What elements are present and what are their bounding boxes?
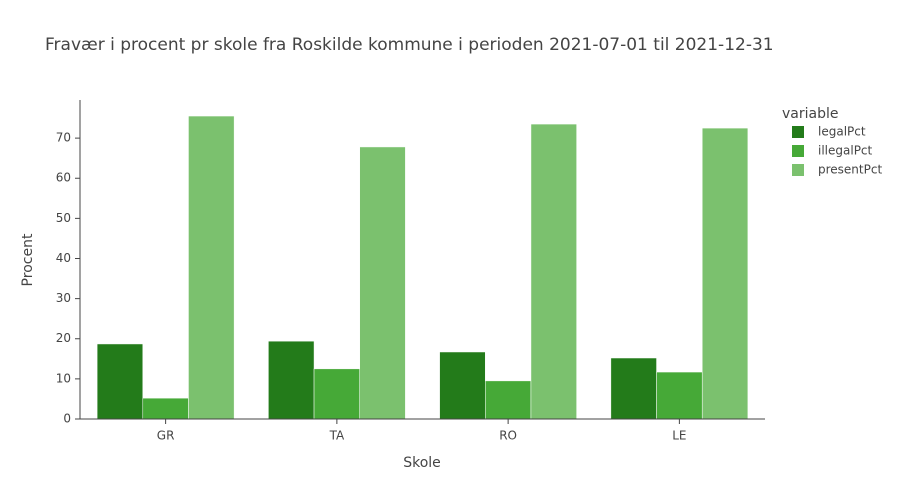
chart-title: Fravær i procent pr skole fra Roskilde k… [45,35,774,55]
bar [188,115,235,420]
bar [530,123,577,420]
bar [268,340,315,420]
x-tick-label: RO [499,429,517,443]
y-tick-label: 70 [56,131,71,145]
bar [656,371,703,420]
x-axis-title: Skole [403,455,441,471]
y-tick-label: 10 [56,371,71,385]
legend-swatch [792,126,804,138]
y-tick-label: 20 [56,331,71,345]
y-tick-label: 30 [56,291,71,305]
x-tick-label: LE [672,429,686,443]
legend-title: variable [782,106,838,122]
bar [96,343,144,420]
x-tick-label: GR [157,429,175,443]
y-tick-label: 0 [63,412,71,426]
bar [313,368,360,420]
y-axis-title: Procent [20,233,36,286]
y-tick-label: 60 [56,171,71,185]
bar [359,146,406,420]
bar [701,127,749,420]
bar [142,397,189,420]
bar [485,380,532,420]
y-tick-label: 40 [56,251,71,265]
legend-swatch [792,164,804,176]
x-tick-label: TA [329,429,345,443]
legend-label: legalPct [818,125,866,139]
legend-swatch [792,145,804,157]
y-tick-label: 50 [56,211,71,225]
legend-label: illegalPct [818,144,873,158]
legend-label: presentPct [818,163,882,177]
bar [439,351,486,420]
bar [610,357,657,420]
